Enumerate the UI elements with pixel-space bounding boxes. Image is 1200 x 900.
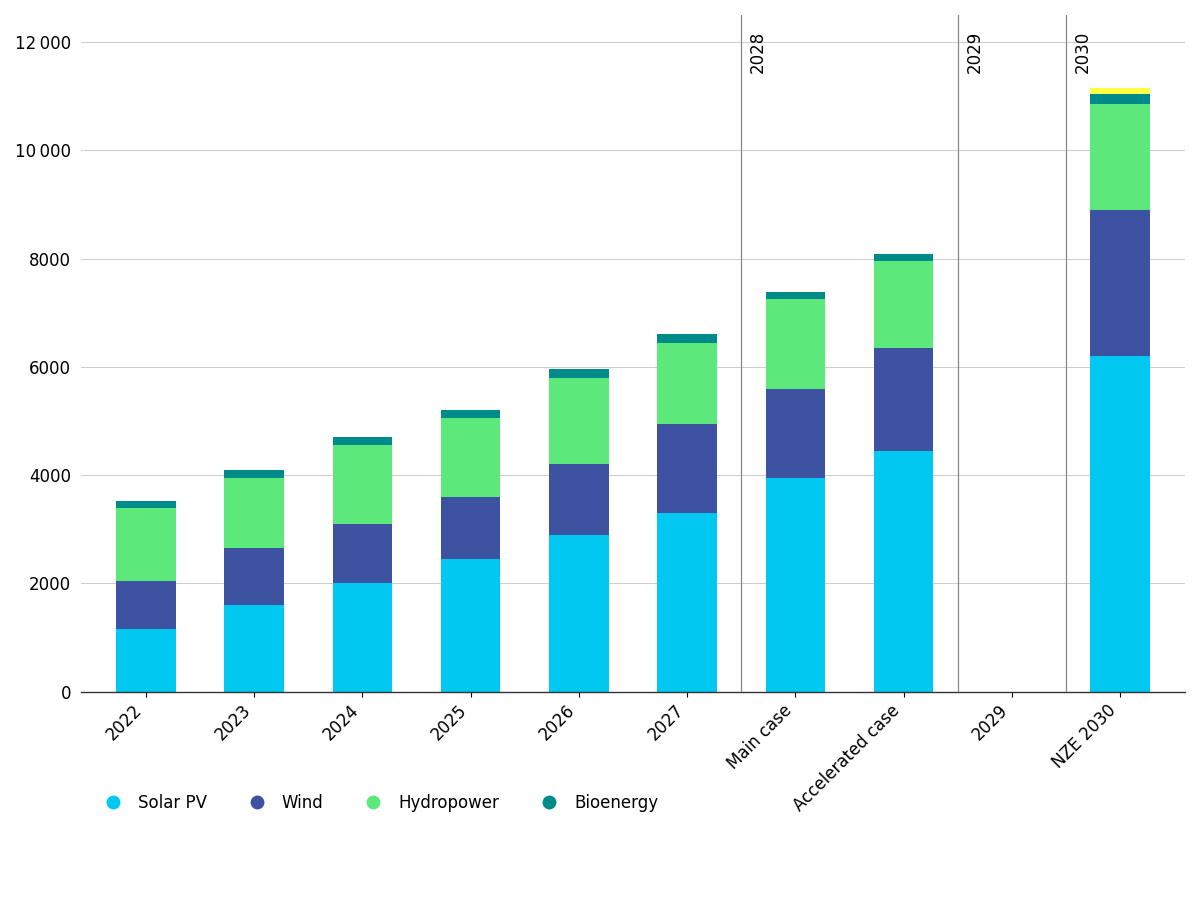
- Bar: [658, 343, 716, 424]
- Bar: [224, 478, 284, 548]
- Bar: [440, 418, 500, 497]
- Bar: [116, 629, 175, 692]
- Bar: [766, 299, 826, 389]
- Bar: [224, 605, 284, 692]
- Bar: [766, 292, 826, 299]
- Bar: [440, 559, 500, 692]
- Bar: [116, 508, 175, 580]
- Bar: [874, 348, 934, 451]
- Bar: [1091, 104, 1150, 210]
- Bar: [874, 255, 934, 261]
- Bar: [332, 437, 392, 446]
- Bar: [440, 497, 500, 559]
- Bar: [874, 451, 934, 692]
- Bar: [332, 446, 392, 524]
- Bar: [550, 369, 608, 378]
- Legend: Solar PV, Wind, Hydropower, Bioenergy: Solar PV, Wind, Hydropower, Bioenergy: [89, 788, 665, 819]
- Bar: [658, 334, 716, 343]
- Bar: [1091, 210, 1150, 356]
- Text: 2028: 2028: [749, 32, 767, 74]
- Bar: [874, 261, 934, 348]
- Bar: [332, 583, 392, 692]
- Bar: [550, 378, 608, 464]
- Bar: [332, 524, 392, 583]
- Bar: [116, 580, 175, 629]
- Bar: [1091, 356, 1150, 692]
- Bar: [440, 410, 500, 419]
- Bar: [1091, 88, 1150, 94]
- Bar: [116, 501, 175, 508]
- Bar: [550, 535, 608, 692]
- Bar: [224, 548, 284, 605]
- Bar: [766, 478, 826, 692]
- Bar: [1091, 94, 1150, 104]
- Bar: [550, 464, 608, 535]
- Bar: [224, 471, 284, 478]
- Text: 2030: 2030: [1074, 32, 1092, 74]
- Bar: [658, 513, 716, 692]
- Text: 2029: 2029: [965, 32, 983, 74]
- Bar: [766, 389, 826, 478]
- Bar: [658, 424, 716, 513]
